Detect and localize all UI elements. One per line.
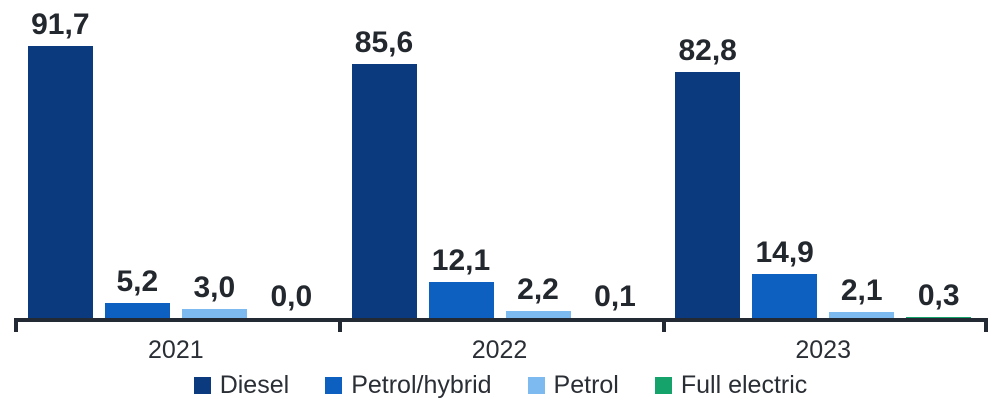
value-label: 5,2 <box>116 265 159 298</box>
bar-group-2022: 85,6 12,1 2,2 0,1 <box>338 0 662 318</box>
chart-legend: Diesel Petrol/hybrid Petrol Full electric <box>0 371 1001 400</box>
bar-slot: 91,7 <box>27 8 93 318</box>
bar-slot: 3,0 <box>181 271 247 318</box>
bar <box>104 303 170 318</box>
x-axis-label: 2021 <box>148 336 204 364</box>
legend-label: Diesel <box>219 371 290 399</box>
bar-slot: 2,2 <box>505 273 571 318</box>
bar <box>351 64 417 318</box>
axis-tick <box>984 318 988 332</box>
bar-slot: 2,1 <box>829 274 895 318</box>
bar-group-2021: 91,7 5,2 3,0 0,0 <box>14 0 338 318</box>
bar-slot: 0,3 <box>906 279 972 318</box>
bar <box>181 309 247 318</box>
bar <box>27 46 93 318</box>
x-axis-labels: 2021 2022 2023 <box>14 336 985 364</box>
value-label: 91,7 <box>31 8 90 41</box>
legend-item: Full electric <box>654 371 808 400</box>
bar <box>906 317 972 318</box>
legend-label: Petrol <box>553 371 619 399</box>
axis-tick <box>14 318 18 332</box>
x-axis-line <box>14 318 988 322</box>
legend-item: Petrol <box>527 371 619 400</box>
bar-slot: 5,2 <box>104 265 170 318</box>
value-label: 2,2 <box>517 273 559 306</box>
x-axis-label: 2023 <box>795 336 851 364</box>
bar-slot: 12,1 <box>428 244 494 318</box>
legend-swatch <box>193 377 211 394</box>
legend-swatch <box>654 377 672 394</box>
legend-label: Petrol/hybrid <box>351 371 492 399</box>
bar <box>505 311 571 318</box>
legend-swatch <box>527 377 545 394</box>
bar-slot: 0,1 <box>583 282 648 318</box>
axis-tick <box>662 318 666 332</box>
x-axis-label: 2022 <box>471 336 528 364</box>
value-label: 14,9 <box>755 236 814 269</box>
axis-tick <box>338 318 342 332</box>
value-label: 82,8 <box>678 34 737 67</box>
bar-slot: 0,0 <box>259 282 324 318</box>
legend-label: Full electric <box>680 371 808 399</box>
bar-slot: 85,6 <box>351 26 417 318</box>
value-label: 0,3 <box>917 279 960 312</box>
plot-area: 91,7 5,2 3,0 0,0 85,6 12,1 2,2 0,1 82,8 14,9 2,1 0,… <box>14 0 985 318</box>
value-label: 85,6 <box>354 26 414 59</box>
value-label: 0,0 <box>270 280 313 313</box>
legend-item: Petrol/hybrid <box>325 371 492 400</box>
value-label: 12,1 <box>431 244 491 277</box>
legend-item: Diesel <box>193 371 290 400</box>
value-label: 3,0 <box>193 271 236 304</box>
bar <box>675 72 741 318</box>
value-label: 0,1 <box>594 280 636 313</box>
bar-group-2023: 82,8 14,9 2,1 0,3 <box>661 0 985 318</box>
value-label: 2,1 <box>840 274 883 307</box>
bar-slot: 82,8 <box>675 34 741 318</box>
legend-swatch <box>325 377 343 394</box>
bar-slot: 14,9 <box>752 236 818 318</box>
bar <box>428 282 494 318</box>
bar <box>752 274 818 318</box>
bar <box>829 312 895 318</box>
